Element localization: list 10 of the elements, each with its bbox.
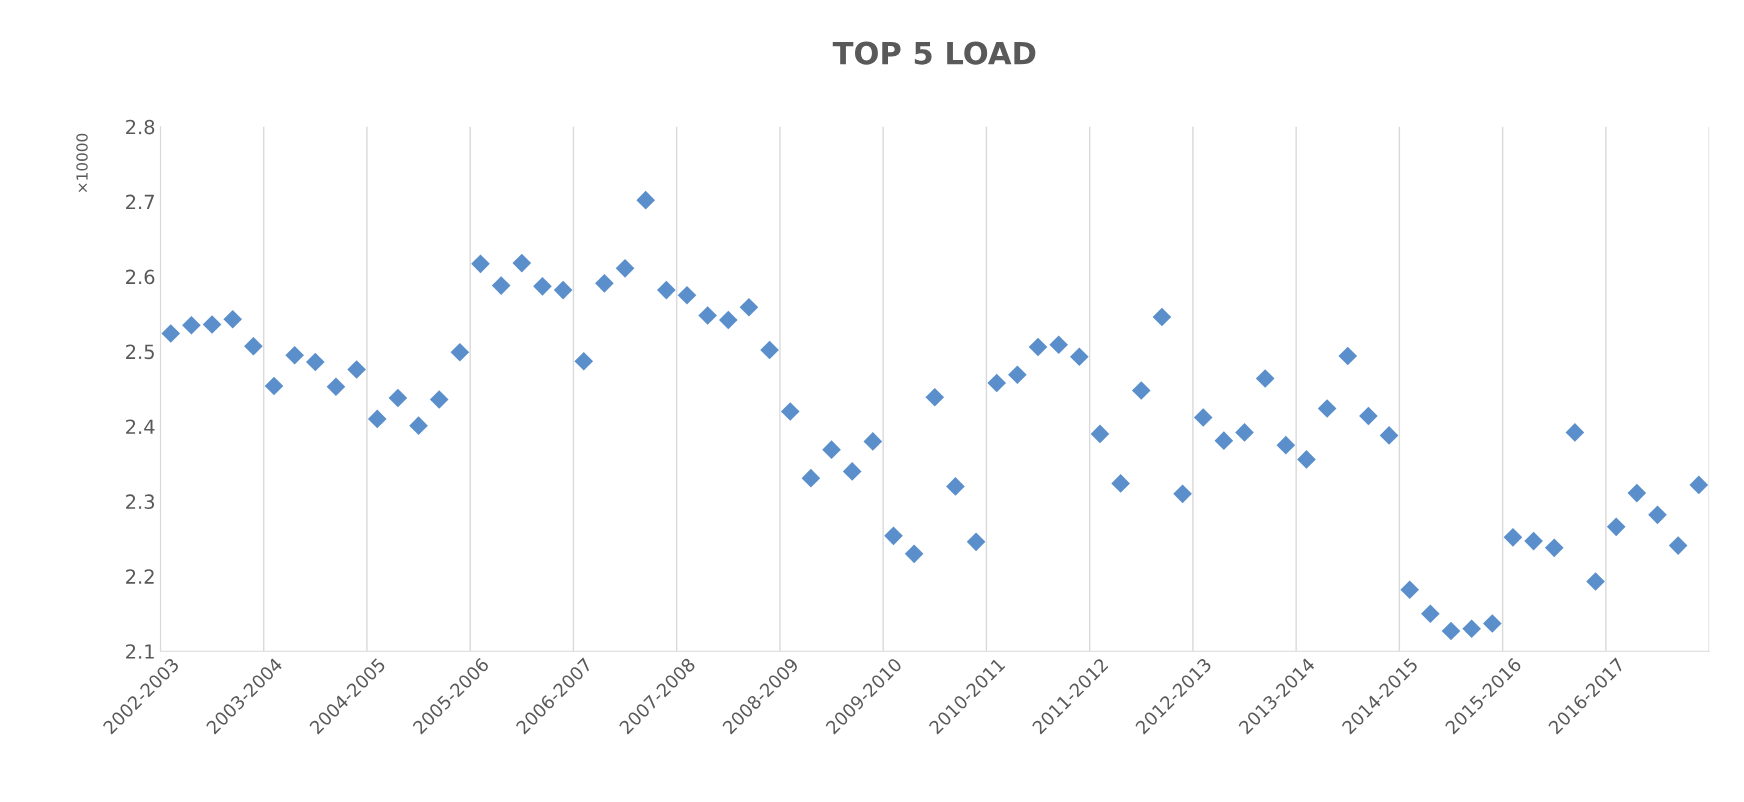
y-tick-label: 2.2 — [126, 569, 154, 584]
y-tick-label: 2.6 — [126, 269, 155, 285]
chart-title: TOP 5 LOAD — [832, 41, 1036, 65]
y-tick-label: 2.4 — [126, 419, 155, 434]
y-tick-label: 2.1 — [126, 644, 154, 659]
y-tick-label: 2.5 — [126, 344, 154, 360]
y-tick-label: 2.7 — [126, 194, 154, 210]
y-tick-label: 2.3 — [126, 494, 155, 510]
y-tick-label: 2.8 — [126, 119, 155, 135]
y-axis-title: ×10000 — [76, 133, 88, 193]
